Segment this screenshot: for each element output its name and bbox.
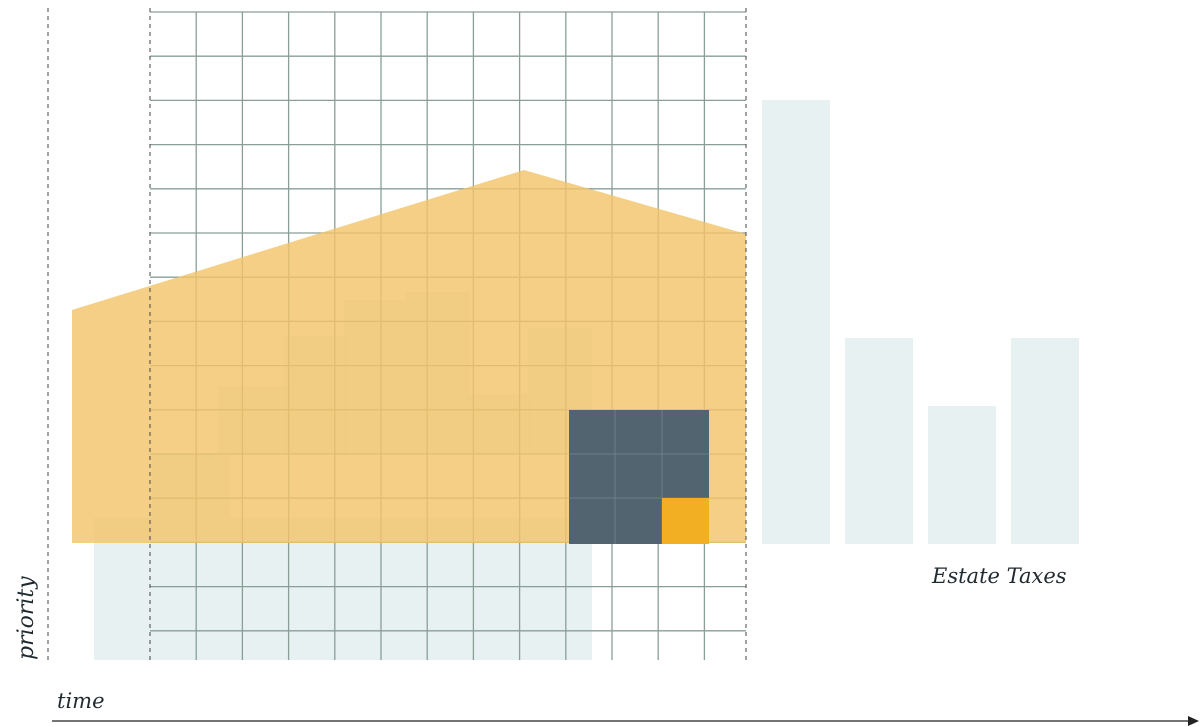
estate-tax-bar: [1011, 338, 1079, 544]
estate-taxes-label: Estate Taxes: [931, 564, 1067, 588]
estate-tax-bar: [762, 100, 830, 544]
time-axis-arrowhead: [1188, 716, 1199, 726]
estate-tax-bar: [928, 406, 996, 544]
priority-label: priority: [14, 576, 39, 660]
accent-square: [662, 498, 709, 544]
estate-tax-bars: [762, 100, 1079, 544]
estate-tax-bar: [845, 338, 913, 544]
dashed-guides: [47, 8, 747, 662]
time-label: time: [57, 689, 105, 713]
